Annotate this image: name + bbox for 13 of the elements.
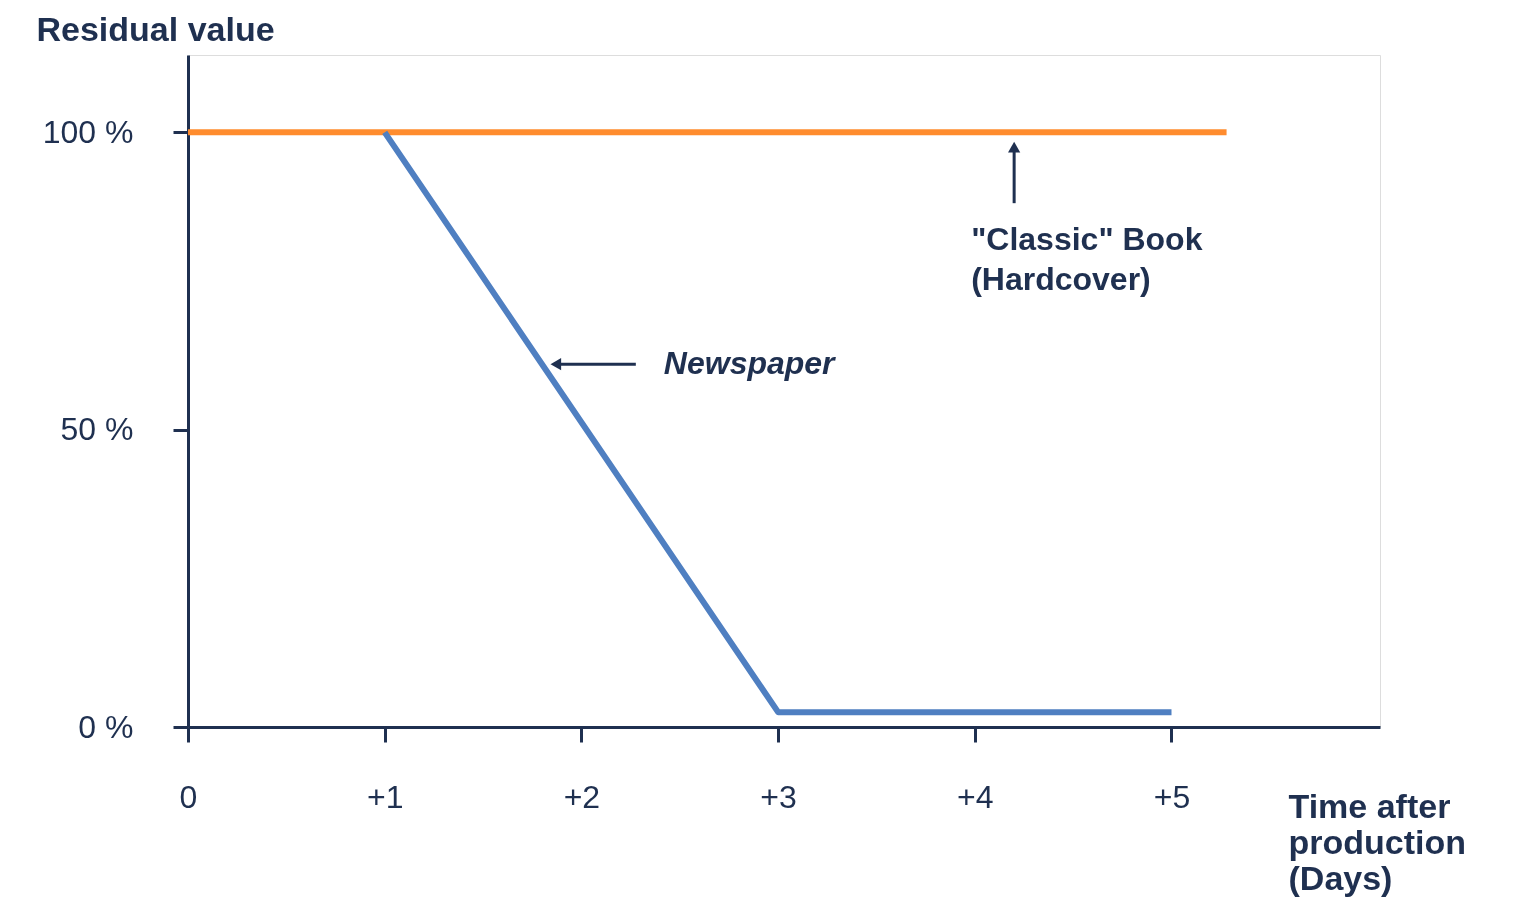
x-tick-label: +3 — [760, 778, 797, 815]
y-axis-title: Residual value — [36, 9, 275, 48]
y-tick-label: 0 % — [78, 708, 134, 745]
x-tick-label: +2 — [563, 778, 601, 815]
x-tick-label: +5 — [1153, 778, 1191, 815]
x-tick-label: 0 — [179, 778, 198, 815]
annotation: "Classic" Book (Hardcover) — [971, 221, 1203, 298]
x-tick-label: +4 — [957, 778, 994, 815]
x-axis-title: Time after production (Days) — [1288, 786, 1467, 897]
x-tick-label: +1 — [366, 778, 404, 815]
y-tick-label: 100 % — [42, 113, 134, 150]
y-tick-label: 50 % — [60, 411, 134, 448]
annotation: Newspaper — [663, 345, 837, 382]
